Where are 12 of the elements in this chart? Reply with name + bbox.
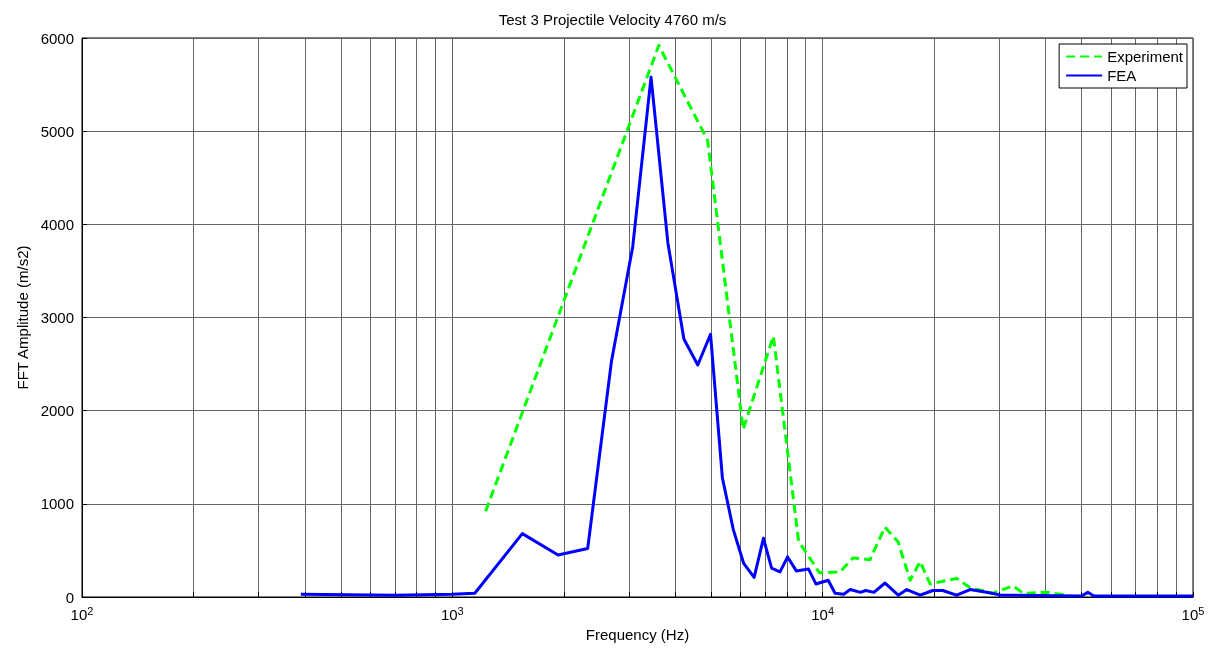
y-tick-label: 5000 [40, 122, 74, 140]
y-axis-title: FFT Amplitude (m/s2) [13, 245, 31, 390]
legend-label: FEA [1107, 67, 1137, 84]
y-tick-label: 0 [65, 588, 74, 606]
y-tick-label: 1000 [40, 495, 74, 513]
y-tick-label: 2000 [40, 402, 74, 420]
y-tick-label: 4000 [40, 215, 74, 233]
legend-label: Experiment [1107, 48, 1184, 65]
y-tick-label: 6000 [40, 29, 74, 47]
y-tick-label: 3000 [40, 309, 74, 326]
x-axis-title: Frequency (Hz) [585, 626, 690, 643]
chart-title: Test 3 Projectile Velocity 4760 m/s [498, 11, 727, 28]
